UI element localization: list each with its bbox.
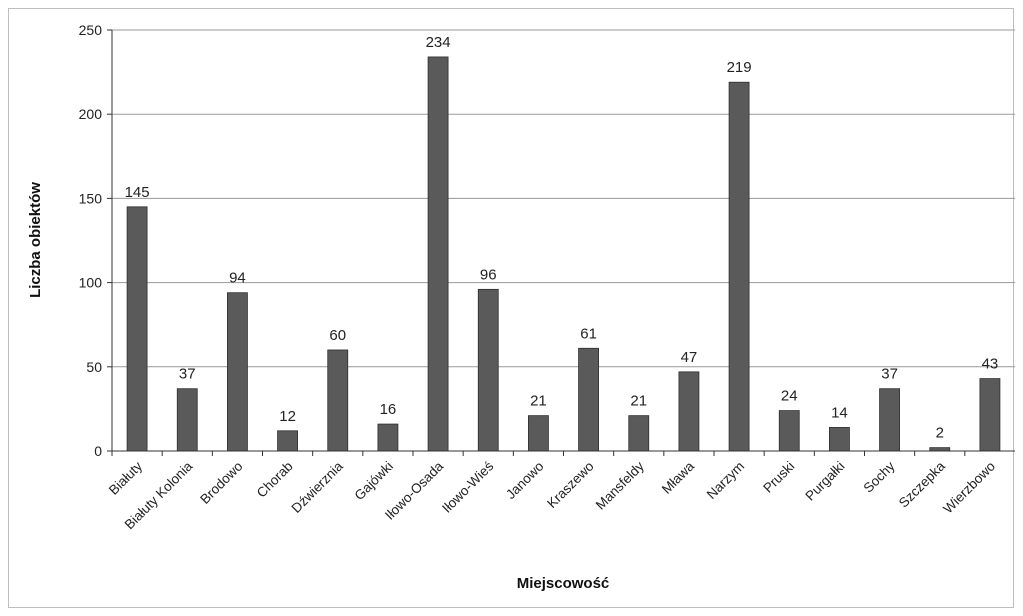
x-category-label: Pruski bbox=[760, 459, 797, 496]
y-axis-title: Liczba obiektów bbox=[27, 182, 44, 298]
bar bbox=[678, 371, 700, 452]
data-label: 43 bbox=[982, 356, 999, 373]
y-tick-label: 100 bbox=[79, 275, 103, 291]
data-label: 96 bbox=[480, 266, 497, 283]
x-category-label: Kraszewo bbox=[544, 459, 597, 512]
x-category-label: Narzym bbox=[704, 459, 747, 502]
data-label: 2 bbox=[936, 425, 944, 442]
bar bbox=[578, 347, 599, 452]
y-tick-label: 150 bbox=[79, 190, 103, 206]
bar bbox=[929, 447, 951, 452]
bar bbox=[728, 81, 750, 452]
data-label: 21 bbox=[530, 393, 547, 410]
data-label: 145 bbox=[125, 184, 150, 201]
x-category-label: Wierzbowo bbox=[940, 459, 998, 517]
data-label: 47 bbox=[681, 349, 698, 366]
bar bbox=[879, 388, 900, 452]
x-axis-title: Miejscowość bbox=[517, 575, 610, 592]
bar bbox=[277, 430, 298, 452]
x-category-label: Białuty bbox=[106, 458, 145, 497]
data-label: 16 bbox=[380, 401, 397, 418]
data-label: 60 bbox=[329, 327, 346, 344]
bar bbox=[377, 423, 399, 452]
x-category-label: Mława bbox=[659, 458, 698, 497]
data-labels: 145 37 94 12 60 16 234 96 21 61 21 47 219 24 14 37 2 43 bbox=[125, 34, 999, 442]
bar bbox=[628, 415, 650, 452]
x-category-label: Gajówki bbox=[351, 459, 396, 504]
data-label: 12 bbox=[279, 408, 296, 425]
x-category-label: Szczepka bbox=[896, 458, 948, 510]
data-label: 14 bbox=[831, 404, 848, 421]
data-label: 234 bbox=[426, 34, 451, 51]
bar bbox=[427, 56, 449, 452]
x-category-label: Dźwierznia bbox=[289, 458, 347, 516]
bar bbox=[477, 288, 499, 452]
gridlines bbox=[112, 29, 1015, 368]
x-category-label: Iłowo-Wieś bbox=[439, 458, 496, 515]
data-label: 21 bbox=[630, 393, 647, 410]
x-category-label: Mansfeldy bbox=[593, 458, 647, 512]
bar bbox=[829, 427, 850, 452]
bars bbox=[126, 56, 1001, 452]
y-tick-label: 0 bbox=[94, 443, 102, 459]
bar bbox=[979, 378, 1001, 452]
y-tick-label: 50 bbox=[86, 359, 102, 375]
y-tick-label: 250 bbox=[79, 22, 103, 38]
bar bbox=[227, 292, 248, 452]
data-label: 219 bbox=[727, 59, 752, 76]
y-tick-label: 200 bbox=[79, 106, 103, 122]
bar bbox=[176, 388, 198, 452]
x-category-label: Purgałki bbox=[802, 459, 847, 504]
bar bbox=[528, 415, 549, 452]
data-label: 24 bbox=[781, 388, 798, 405]
data-label: 94 bbox=[229, 270, 246, 287]
y-axis-ticks: 0 50 100 150 200 250 bbox=[79, 22, 112, 459]
chart-frame bbox=[8, 8, 1014, 608]
x-category-label: Sochy bbox=[861, 458, 898, 495]
x-category-label: Chorab bbox=[254, 459, 296, 501]
bar bbox=[778, 410, 800, 452]
bar bbox=[327, 349, 349, 452]
x-category-label: Janowo bbox=[503, 459, 547, 503]
data-label: 37 bbox=[179, 366, 196, 383]
data-label: 61 bbox=[580, 325, 597, 342]
x-category-label: Brodowo bbox=[197, 459, 245, 507]
data-label: 37 bbox=[881, 366, 898, 383]
bar bbox=[126, 206, 148, 452]
